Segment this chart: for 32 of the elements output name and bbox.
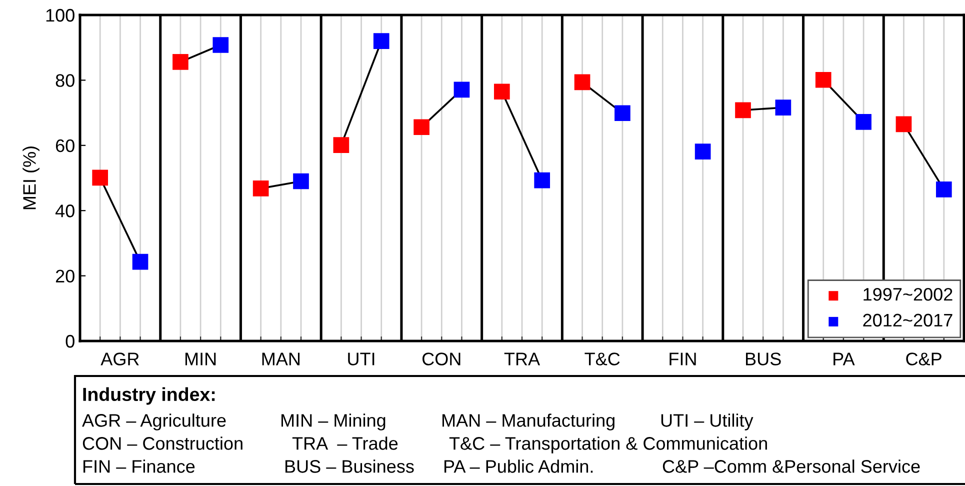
x-tick-label: BUS [746,352,781,366]
x-tick-label: MAN [262,352,300,366]
x-tick-label: UTI [348,352,374,366]
text: TRA – Trade [292,436,398,450]
text: MIN – Mining [281,414,386,430]
y-axis-title: MEI (%) [22,146,40,210]
legend-label: 2012~2017 [863,314,952,327]
text: Industry index: [83,387,215,405]
x-tick-label: CON [422,352,460,366]
x-tick-label: PA [834,352,855,366]
x-tick-label: AGR [100,352,139,366]
text: PA – Public Admin. [444,460,593,473]
text: CON – Construction [82,436,242,450]
text: BUS – Business [285,460,414,473]
x-tick-label: C&P [906,352,942,366]
text: C&P –Comm &Personal Service [662,460,920,473]
text: UTI – Utility [661,414,754,430]
text: T&C – Transportation & Communication [449,436,767,454]
text: MAN – Manufacturing [442,414,614,430]
text: AGR – Agriculture [82,414,226,430]
y-tick-label: 0 [66,334,74,348]
x-tick-label: MIN [185,352,216,366]
y-tick-label: 60 [56,139,74,152]
y-tick-label: 100 [46,8,74,22]
y-tick-label: 20 [56,270,74,283]
y-tick-label: 80 [56,74,74,87]
x-tick-label: FIN [670,352,696,366]
x-tick-label: TRA [504,352,540,366]
x-tick-label: T&C [584,352,620,366]
y-tick-label: 40 [55,204,74,218]
text: FIN – Finance [83,460,195,473]
legend-label: 1997~2002 [864,288,952,301]
